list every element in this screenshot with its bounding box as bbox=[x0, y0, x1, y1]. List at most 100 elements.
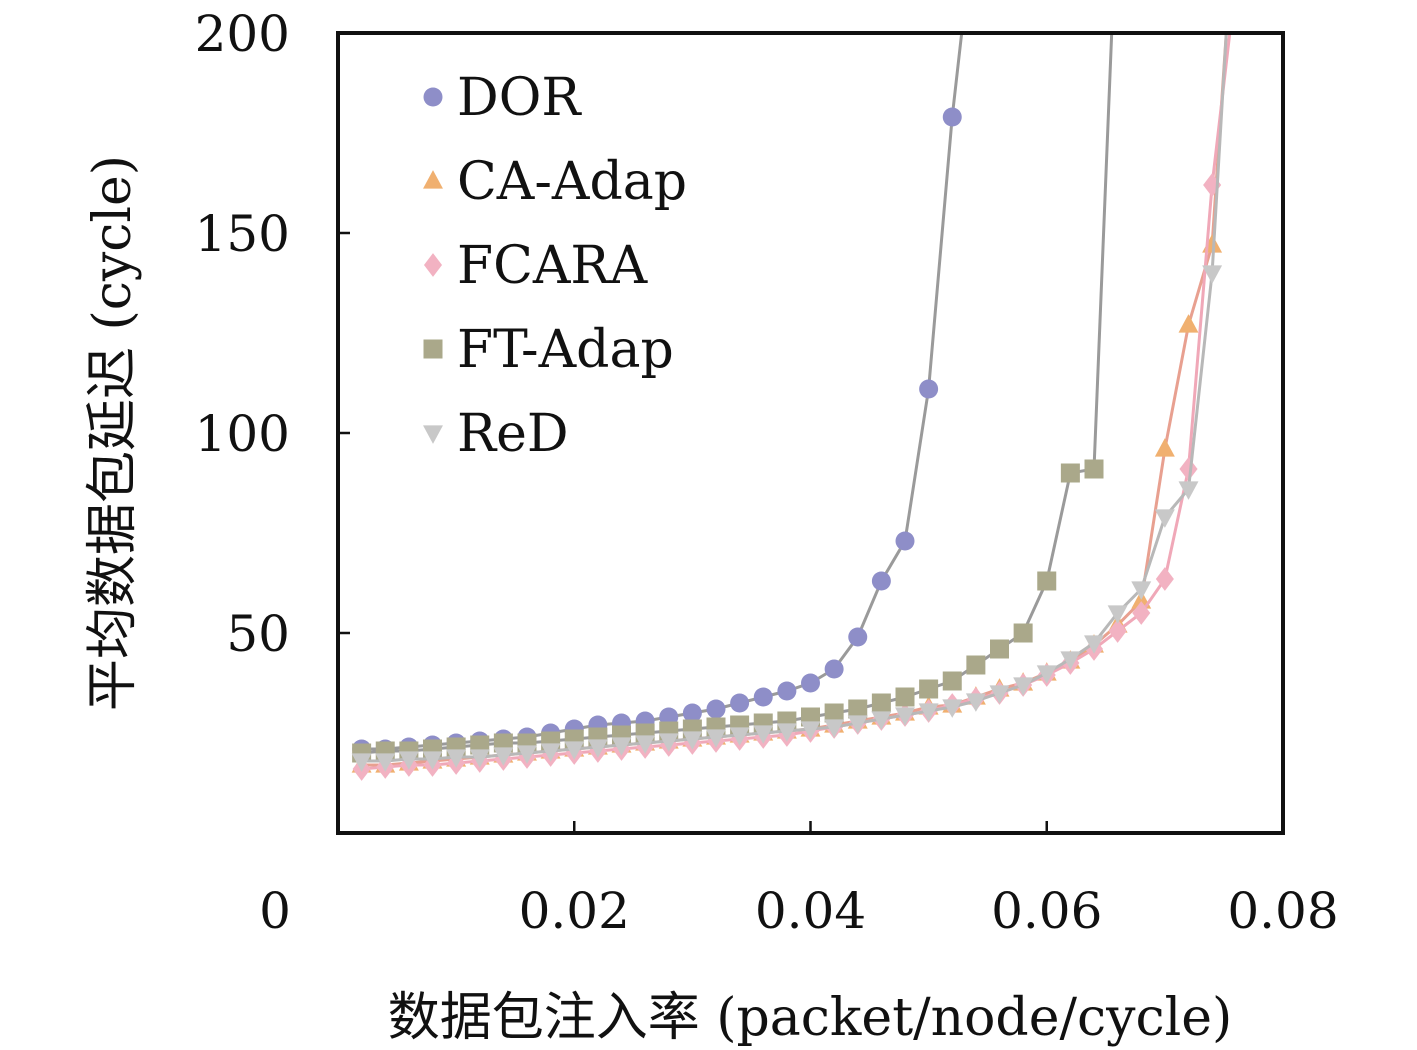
data-point-ft-adap bbox=[966, 655, 986, 675]
data-point-red bbox=[824, 719, 845, 738]
legend-marker-ca-adap bbox=[423, 170, 443, 189]
legend-item-ca-adap: CA-Adap bbox=[423, 152, 687, 212]
data-point-red bbox=[375, 753, 396, 772]
legend-label-dor: DOR bbox=[457, 68, 582, 128]
data-point-red bbox=[729, 727, 750, 746]
data-point-red bbox=[753, 725, 774, 744]
data-point-ft-adap bbox=[1060, 463, 1080, 483]
data-point-ft-adap bbox=[824, 703, 844, 723]
x-tick-label: 0.08 bbox=[1227, 882, 1338, 940]
data-point-red bbox=[658, 733, 679, 752]
data-point-dor bbox=[942, 107, 962, 127]
legend-label-fcara: FCARA bbox=[457, 236, 649, 296]
data-point-red bbox=[918, 703, 939, 722]
data-point-red bbox=[847, 715, 868, 734]
data-point-red bbox=[989, 685, 1010, 704]
data-point-ft-adap bbox=[942, 671, 962, 691]
x-tick-label: 0.04 bbox=[755, 882, 866, 940]
data-point-red bbox=[351, 753, 372, 772]
data-point-dor bbox=[895, 531, 915, 551]
data-point-red bbox=[1202, 265, 1223, 284]
legend-item-ft-adap: FT-Adap bbox=[423, 320, 674, 380]
series-layer bbox=[351, 32, 1232, 781]
data-point-red bbox=[1178, 481, 1199, 500]
data-point-red bbox=[1060, 651, 1081, 670]
data-point-dor bbox=[919, 379, 939, 399]
data-point-red bbox=[1084, 635, 1104, 654]
y-tick-label: 200 bbox=[195, 5, 290, 63]
data-point-red bbox=[895, 707, 915, 726]
data-point-red bbox=[517, 745, 537, 764]
data-point-fcara bbox=[1108, 619, 1127, 643]
data-point-dor bbox=[682, 703, 702, 723]
data-point-red bbox=[635, 735, 656, 754]
data-point-red bbox=[469, 749, 490, 768]
data-point-ft-adap bbox=[990, 639, 1009, 659]
data-point-red bbox=[1036, 665, 1057, 684]
data-point-red bbox=[493, 747, 514, 766]
legend-item-fcara: FCARA bbox=[423, 236, 649, 296]
x-tick-label: 0 bbox=[259, 882, 291, 940]
data-point-ft-adap bbox=[1037, 571, 1057, 591]
legend-item-red: ReD bbox=[423, 404, 569, 464]
data-point-red bbox=[1154, 509, 1175, 528]
data-point-ca-adap bbox=[1178, 314, 1199, 333]
data-point-red bbox=[611, 737, 632, 756]
x-tick-label: 0.02 bbox=[519, 882, 630, 940]
data-point-dor bbox=[753, 687, 773, 707]
series-ca-adap bbox=[351, 32, 1228, 773]
data-point-fcara bbox=[1132, 601, 1151, 625]
data-point-dor bbox=[801, 673, 820, 693]
legend-marker-red bbox=[423, 425, 443, 444]
data-point-red bbox=[706, 729, 726, 748]
series-line-fcara bbox=[361, 32, 1232, 771]
data-point-red bbox=[1107, 605, 1128, 624]
data-point-dor bbox=[824, 659, 844, 679]
data-point-dor bbox=[706, 699, 726, 719]
data-point-dor bbox=[777, 681, 797, 701]
data-point-ft-adap bbox=[919, 679, 939, 699]
data-point-dor bbox=[848, 627, 868, 647]
x-axis-title: 数据包注入率 (packet/node/cycle) bbox=[388, 988, 1233, 1048]
data-point-fcara bbox=[1155, 567, 1174, 591]
data-point-dor bbox=[730, 693, 750, 713]
data-point-fcara bbox=[1179, 457, 1198, 481]
y-tick-label: 50 bbox=[226, 605, 290, 663]
legend-marker-dor bbox=[423, 87, 443, 107]
axis-ticks: 0 0.02 0.04 0.06 0.08 50 100 150 200 bbox=[195, 5, 1339, 940]
data-point-red bbox=[564, 741, 585, 760]
y-tick-label: 100 bbox=[195, 405, 290, 463]
data-point-red bbox=[871, 711, 892, 730]
data-point-ft-adap bbox=[848, 699, 868, 719]
data-point-ft-adap bbox=[1084, 459, 1104, 479]
legend-label-ft-adap: FT-Adap bbox=[457, 320, 674, 380]
data-point-red bbox=[1131, 581, 1152, 600]
series-ft-adap bbox=[352, 32, 1114, 763]
legend-marker-ft-adap bbox=[423, 339, 443, 359]
legend-marker-fcara bbox=[423, 253, 443, 277]
data-point-ft-adap bbox=[895, 687, 915, 707]
data-point-red bbox=[776, 723, 797, 742]
data-point-ca-adap bbox=[1154, 438, 1175, 457]
data-point-red bbox=[965, 693, 986, 712]
data-point-red bbox=[1013, 677, 1034, 696]
series-line-dor bbox=[361, 32, 964, 751]
legend-label-ca-adap: CA-Adap bbox=[457, 152, 687, 212]
data-point-ft-adap bbox=[871, 693, 891, 713]
data-point-red bbox=[398, 751, 419, 770]
data-point-ft-adap bbox=[1013, 623, 1033, 643]
data-point-red bbox=[682, 731, 703, 750]
data-point-dor bbox=[871, 571, 891, 591]
data-point-red bbox=[942, 699, 963, 718]
y-axis-title: 平均数据包延迟 (cycle) bbox=[83, 155, 143, 711]
data-point-red bbox=[422, 751, 443, 770]
data-point-red bbox=[800, 721, 821, 740]
series-dor bbox=[352, 32, 964, 759]
legend-item-dor: DOR bbox=[423, 68, 582, 128]
series-red bbox=[351, 32, 1228, 772]
data-point-red bbox=[540, 743, 561, 762]
y-tick-label: 150 bbox=[195, 205, 290, 263]
data-point-red bbox=[446, 749, 467, 768]
data-point-red bbox=[587, 739, 608, 758]
